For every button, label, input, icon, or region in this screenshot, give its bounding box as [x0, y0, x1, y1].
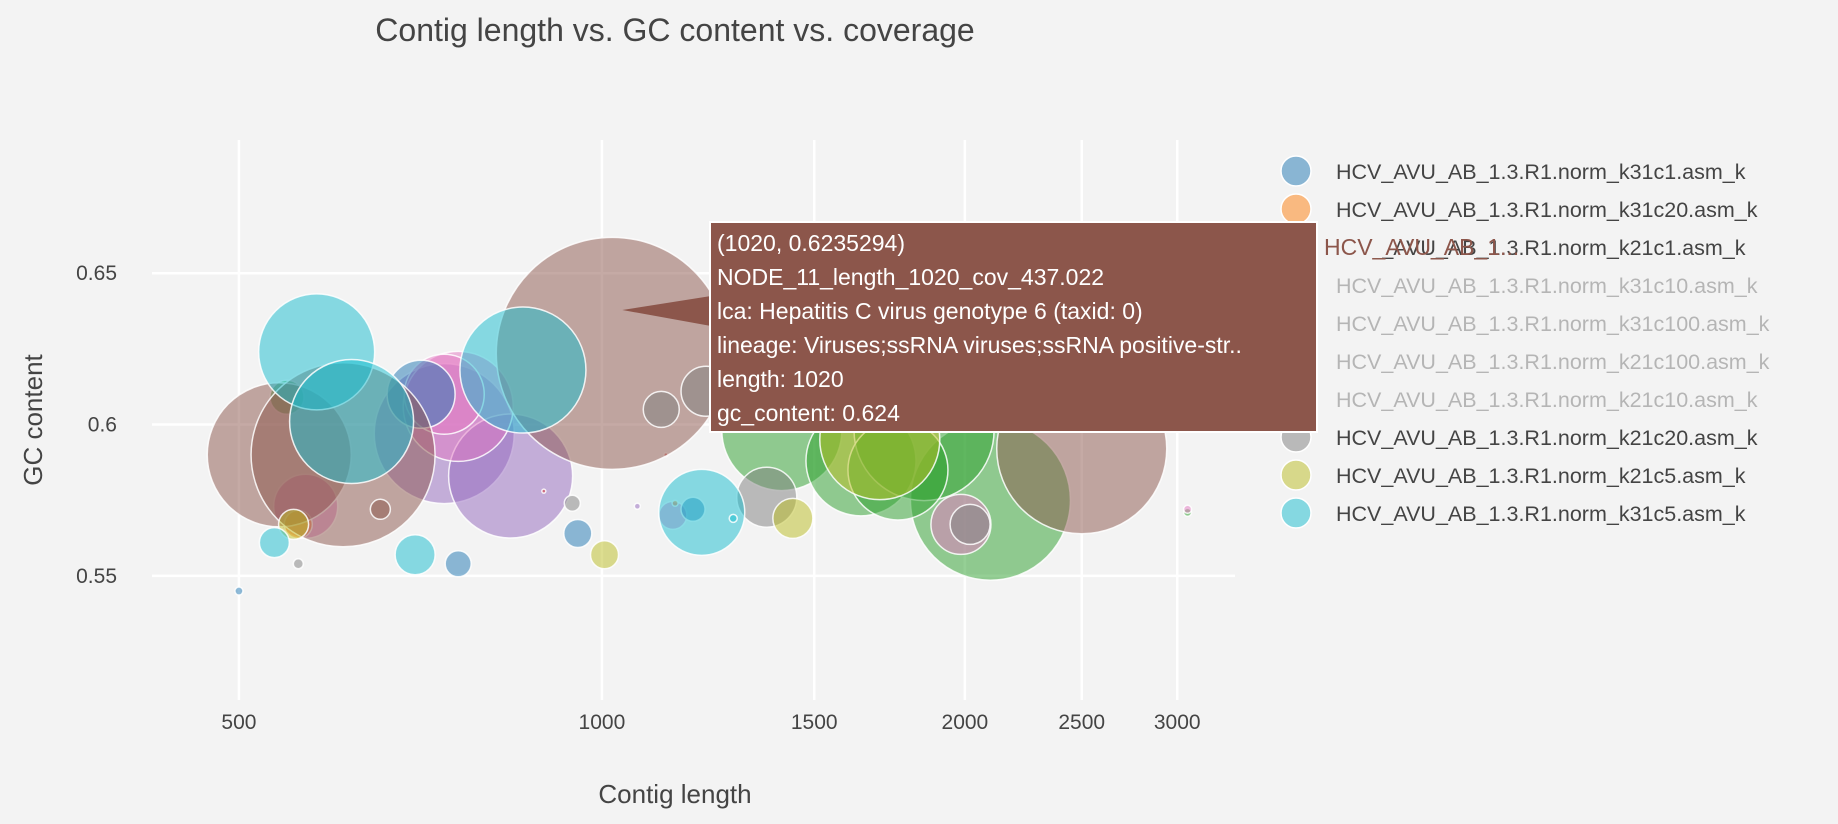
tooltip-series-label: HCV_AVU_AB_1...: [1324, 234, 1519, 260]
hover-tooltip: (1020, 0.6235294) NODE_11_length_1020_cov…: [622, 221, 1519, 433]
legend-item[interactable]: HCV_AVU_AB_1.3.R1.norm_k31c1.asm_k: [1280, 155, 1746, 187]
x-axis-ticks: 500 1000 1500 2000 2500 3000: [221, 711, 1200, 734]
x-tick-label: 2000: [942, 711, 989, 734]
tooltip-pointer: [622, 296, 711, 326]
y-tick-label: 0.55: [76, 565, 117, 588]
data-point[interactable]: [234, 586, 244, 596]
legend-label[interactable]: HCV_AVU_AB_1.3.R1.norm_k21c100.asm_k: [1336, 350, 1770, 374]
legend-item[interactable]: HCV_AVU_AB_1.3.R1.norm_k21c20.asm_k: [1280, 421, 1758, 453]
data-point[interactable]: [642, 390, 681, 429]
legend-item[interactable]: HCV_AVU_AB_1.3.R1.norm_k31c10.asm_k: [1280, 269, 1758, 301]
y-axis-title: GC content: [18, 353, 48, 485]
legend-swatch[interactable]: [1280, 193, 1312, 225]
legend-label[interactable]: HCV_AVU_AB_1.3.R1.norm_k21c10.asm_k: [1336, 388, 1758, 412]
bubble-layer: [206, 236, 1193, 596]
data-point-hidden-series[interactable]: [541, 488, 547, 494]
x-tick-label: 3000: [1154, 711, 1201, 734]
legend-label[interactable]: HCV_AVU_AB_1.3.R1.norm_k21c1.asm_k: [1336, 236, 1746, 260]
legend-label[interactable]: HCV_AVU_AB_1.3.R1.norm_k31c20.asm_k: [1336, 198, 1758, 222]
y-tick-label: 0.6: [88, 414, 117, 437]
data-point[interactable]: [657, 468, 746, 557]
legend-item[interactable]: HCV_AVU_AB_1.3.R1.norm_k31c100.asm_k: [1280, 307, 1770, 339]
data-point[interactable]: [277, 508, 310, 541]
tooltip-line: gc_content: 0.624: [717, 400, 900, 426]
legend-label[interactable]: HCV_AVU_AB_1.3.R1.norm_k21c20.asm_k: [1336, 426, 1758, 450]
data-point[interactable]: [563, 518, 593, 549]
data-point[interactable]: [258, 526, 291, 559]
chart-title: Contig length vs. GC content vs. coverag…: [375, 12, 974, 48]
x-tick-label: 500: [221, 711, 256, 734]
data-point[interactable]: [772, 497, 814, 540]
tooltip-legend-mask: [1318, 229, 1382, 263]
data-point[interactable]: [292, 558, 305, 570]
legend-label[interactable]: HCV_AVU_AB_1.3.R1.norm_k31c100.asm_k: [1336, 312, 1770, 336]
y-axis-ticks: 0.55 0.6 0.65: [76, 262, 117, 588]
data-point[interactable]: [369, 498, 392, 521]
legend-item[interactable]: HCV_AVU_AB_1.3.R1.norm_k21c5.asm_k: [1280, 459, 1746, 491]
data-point[interactable]: [444, 550, 472, 578]
tooltip-line: NODE_11_length_1020_cov_437.022: [717, 264, 1104, 290]
legend-item[interactable]: HCV_AVU_AB_1.3.R1.norm_k21c10.asm_k: [1280, 383, 1758, 415]
legend-label[interactable]: HCV_AVU_AB_1.3.R1.norm_k31c1.asm_k: [1336, 160, 1746, 184]
y-tick-label: 0.65: [76, 262, 117, 285]
legend-item[interactable]: HCV_AVU_AB_1.3.R1.norm_k21c100.asm_k: [1280, 345, 1770, 377]
data-point[interactable]: [394, 533, 436, 576]
legend-swatch[interactable]: [1280, 155, 1312, 187]
data-point[interactable]: [589, 539, 620, 570]
legend-swatch[interactable]: [1280, 459, 1312, 491]
data-point[interactable]: [459, 306, 587, 434]
data-point[interactable]: [288, 358, 415, 485]
tooltip-line: lca: Hepatitis C virus genotype 6 (taxid…: [717, 298, 1143, 324]
data-point[interactable]: [563, 494, 582, 512]
data-point[interactable]: [949, 503, 991, 546]
tooltip-line: (1020, 0.6235294): [717, 230, 905, 256]
x-tick-label: 1000: [579, 711, 626, 734]
data-point-hidden-series[interactable]: [633, 502, 642, 511]
tooltip-box: [709, 221, 1318, 433]
x-axis-title: Contig length: [598, 779, 751, 809]
legend-item[interactable]: HCV_AVU_AB_1.3.R1.norm_k31c20.asm_k: [1280, 193, 1758, 225]
legend-label[interactable]: HCV_AVU_AB_1.3.R1.norm_k31c10.asm_k: [1336, 274, 1758, 298]
data-point-hidden-series[interactable]: [1182, 504, 1193, 515]
x-tick-label: 1500: [791, 711, 838, 734]
legend-label[interactable]: HCV_AVU_AB_1.3.R1.norm_k31c5.asm_k: [1336, 502, 1746, 526]
legend: HCV_AVU_AB_1.3.R1.norm_k31c1.asm_k HCV_AV…: [1280, 155, 1770, 529]
tooltip-line: lineage: Viruses;ssRNA viruses;ssRNA pos…: [717, 332, 1242, 358]
legend-item[interactable]: HCV_AVU_AB_1.3.R1.norm_k31c5.asm_k: [1280, 497, 1746, 529]
legend-label[interactable]: HCV_AVU_AB_1.3.R1.norm_k21c5.asm_k: [1336, 464, 1746, 488]
tooltip-line: length: 1020: [717, 366, 844, 392]
legend-swatch[interactable]: [1280, 497, 1312, 529]
data-point[interactable]: [728, 513, 738, 524]
x-tick-label: 2500: [1058, 711, 1105, 734]
